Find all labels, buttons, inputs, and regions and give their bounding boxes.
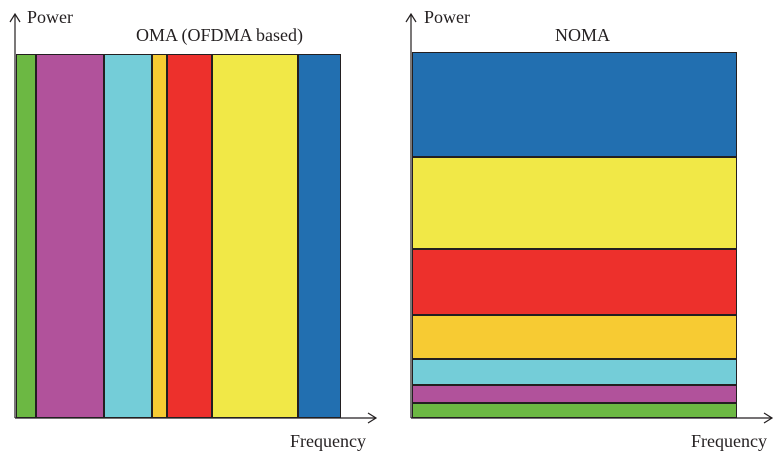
oma-band-blue xyxy=(298,54,341,418)
left-panel-title: OMA (OFDMA based) xyxy=(136,25,304,45)
left-y-axis-label: Power xyxy=(27,7,73,27)
right-y-axis-label: Power xyxy=(424,7,470,27)
oma-band-green xyxy=(16,54,36,418)
left-y-axis-arrow xyxy=(9,12,21,23)
oma-band-red xyxy=(167,54,212,418)
right-axes xyxy=(405,12,774,424)
noma-layer-cyan xyxy=(412,359,737,385)
noma-layer-purple xyxy=(412,385,737,403)
left-x-axis-arrow xyxy=(367,412,378,424)
left-axes xyxy=(9,12,378,424)
right-y-axis-arrow xyxy=(405,12,417,23)
noma-layer-orange xyxy=(412,315,737,359)
left-x-axis-label: Frequency xyxy=(290,431,366,451)
right-panel-title: NOMA xyxy=(555,25,611,45)
noma-layer-green xyxy=(412,403,737,418)
oma-band-yellow xyxy=(212,54,298,418)
oma-band-orange xyxy=(152,54,167,418)
oma-band-cyan xyxy=(104,54,152,418)
noma-layer-yellow xyxy=(412,157,737,249)
noma-layer-red xyxy=(412,249,737,315)
noma-layer-blue xyxy=(412,52,737,157)
oma-band-purple xyxy=(36,54,104,418)
right-x-axis-arrow xyxy=(763,412,774,424)
right-x-axis-label: Frequency xyxy=(691,431,767,451)
